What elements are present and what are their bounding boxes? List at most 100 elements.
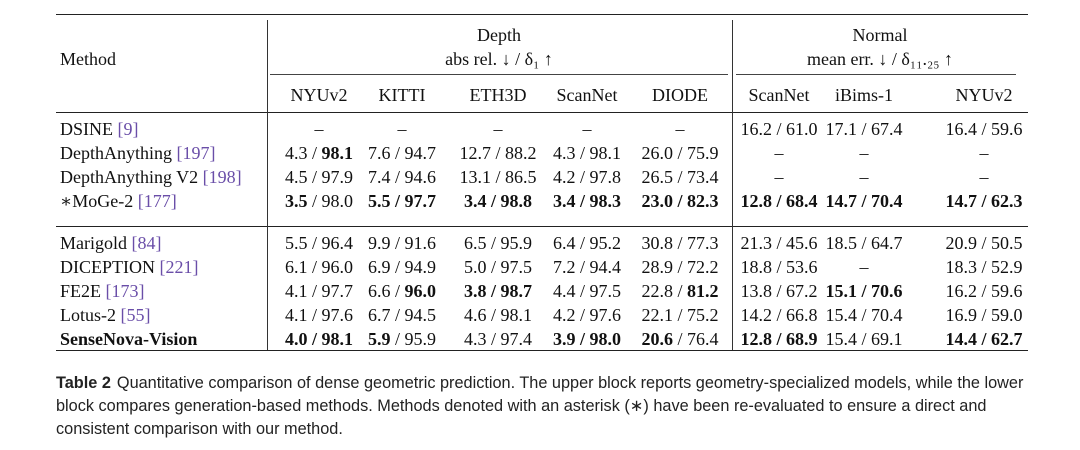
table-cell: 6.4 / 95.2: [552, 233, 622, 253]
table-cell: 26.5 / 73.4: [641, 167, 719, 187]
table-cell: –: [582, 119, 592, 139]
method-name: Lotus-2 [55]: [60, 305, 151, 325]
table-cell: 4.3 / 98.1: [284, 143, 354, 163]
table-cell: 4.0 / 98.1: [284, 329, 354, 349]
table-cell: 28.9 / 72.2: [641, 257, 719, 277]
table-cell: 5.9 / 95.9: [367, 329, 437, 349]
table-cell: 6.5 / 95.9: [463, 233, 533, 253]
table-cell: –: [493, 119, 503, 139]
method-name: DepthAnything [197]: [60, 143, 216, 163]
table-cell: 16.4 / 59.6: [945, 119, 1023, 139]
table-cell: 18.5 / 64.7: [825, 233, 903, 253]
table-cell: 4.1 / 97.6: [284, 305, 354, 325]
method-header: Method: [60, 49, 116, 69]
table-cell: 26.0 / 75.9: [641, 143, 719, 163]
table-cell: 14.7 / 70.4: [825, 191, 903, 211]
table-cell: 21.3 / 45.6: [740, 233, 818, 253]
table-cell: –: [859, 257, 869, 277]
table-cell: 4.6 / 98.1: [463, 305, 533, 325]
table-cell: 5.5 / 97.7: [367, 191, 437, 211]
table-cell: 17.1 / 67.4: [825, 119, 903, 139]
table-cell: 12.8 / 68.9: [740, 329, 818, 349]
method-separator: [267, 20, 268, 350]
citation-link[interactable]: [197]: [176, 143, 216, 163]
table-cell: 7.2 / 94.4: [552, 257, 622, 277]
table-cell: 6.7 / 94.5: [367, 305, 437, 325]
group-rule: [56, 226, 1028, 227]
citation-link[interactable]: [221]: [159, 257, 199, 277]
table-cell: –: [774, 167, 784, 187]
table-cell: 7.4 / 94.6: [367, 167, 437, 187]
table-cell: 7.6 / 94.7: [367, 143, 437, 163]
table-cell: 6.6 / 96.0: [367, 281, 437, 301]
top-rule: [56, 14, 1028, 15]
table-cell: 4.3 / 97.4: [463, 329, 533, 349]
table-cell: 14.4 / 62.7: [945, 329, 1023, 349]
table-cell: 30.8 / 77.3: [641, 233, 719, 253]
caption-label: Table 2: [56, 374, 111, 392]
citation-link[interactable]: [177]: [137, 191, 177, 211]
column-header: DIODE: [652, 85, 708, 105]
method-name: DSINE [9]: [60, 119, 139, 139]
depth-metric: abs rel. ↓ / δ₁ ↑: [445, 49, 553, 69]
table-cell: 22.1 / 75.2: [641, 305, 719, 325]
table-cell: 13.1 / 86.5: [459, 167, 537, 187]
depth-normal-separator: [732, 20, 733, 350]
method-name: ∗MoGe-2 [177]: [60, 191, 177, 211]
bottom-rule: [56, 350, 1028, 351]
table-cell: 12.7 / 88.2: [459, 143, 537, 163]
method-name: FE2E [173]: [60, 281, 145, 301]
caption-text: Quantitative comparison of dense geometr…: [56, 374, 1024, 438]
table-cell: 4.1 / 97.7: [284, 281, 354, 301]
table-cell: –: [314, 119, 324, 139]
column-header: NYUv2: [290, 85, 348, 105]
citation-link[interactable]: [84]: [131, 233, 162, 253]
citation-link[interactable]: [198]: [202, 167, 242, 187]
depth-title: Depth: [477, 25, 521, 45]
table-cell: 4.4 / 97.5: [552, 281, 622, 301]
normal-metric: mean err. ↓ / δ₁₁.₂₅ ↑: [806, 49, 954, 69]
column-header: ETH3D: [469, 85, 527, 105]
table-cell: 15.4 / 69.1: [825, 329, 903, 349]
table-cell: 3.4 / 98.3: [552, 191, 622, 211]
column-header: NYUv2: [955, 85, 1013, 105]
table-cell: –: [397, 119, 407, 139]
table-cell: 12.8 / 68.4: [740, 191, 818, 211]
table-cell: 16.9 / 59.0: [945, 305, 1023, 325]
column-header: ScanNet: [556, 85, 618, 105]
table-cell: 9.9 / 91.6: [367, 233, 437, 253]
table-cell: –: [979, 167, 989, 187]
method-name: DepthAnything V2 [198]: [60, 167, 242, 187]
table-cell: 22.8 / 81.2: [641, 281, 719, 301]
table-cell: 14.7 / 62.3: [945, 191, 1023, 211]
table-cell: –: [774, 143, 784, 163]
table-cell: –: [859, 167, 869, 187]
table-cell: –: [979, 143, 989, 163]
method-name: Marigold [84]: [60, 233, 162, 253]
depth-subrule: [270, 74, 728, 75]
table-cell: 5.5 / 96.4: [284, 233, 354, 253]
table-cell: 13.8 / 67.2: [740, 281, 818, 301]
citation-link[interactable]: [9]: [117, 119, 139, 139]
table-cell: 23.0 / 82.3: [641, 191, 719, 211]
table-cell: 16.2 / 59.6: [945, 281, 1023, 301]
table-cell: 16.2 / 61.0: [740, 119, 818, 139]
citation-link[interactable]: [55]: [120, 305, 151, 325]
table-cell: 14.2 / 66.8: [740, 305, 818, 325]
citation-link[interactable]: [173]: [105, 281, 145, 301]
method-name: SenseNova-Vision: [60, 329, 198, 349]
table-cell: 15.4 / 70.4: [825, 305, 903, 325]
header-rule: [56, 112, 1028, 113]
table-cell: –: [859, 143, 869, 163]
table-cell: 20.9 / 50.5: [945, 233, 1023, 253]
table-cell: 6.1 / 96.0: [284, 257, 354, 277]
table-cell: 20.6 / 76.4: [641, 329, 719, 349]
column-header: ScanNet: [748, 85, 810, 105]
table-cell: 4.2 / 97.6: [552, 305, 622, 325]
normal-subrule: [736, 74, 1016, 75]
table-cell: 3.5 / 98.0: [284, 191, 354, 211]
table-cell: 18.3 / 52.9: [945, 257, 1023, 277]
table-cell: 18.8 / 53.6: [740, 257, 818, 277]
table-cell: 4.3 / 98.1: [552, 143, 622, 163]
table-caption: Table 2 Quantitative comparison of dense …: [56, 372, 1041, 441]
